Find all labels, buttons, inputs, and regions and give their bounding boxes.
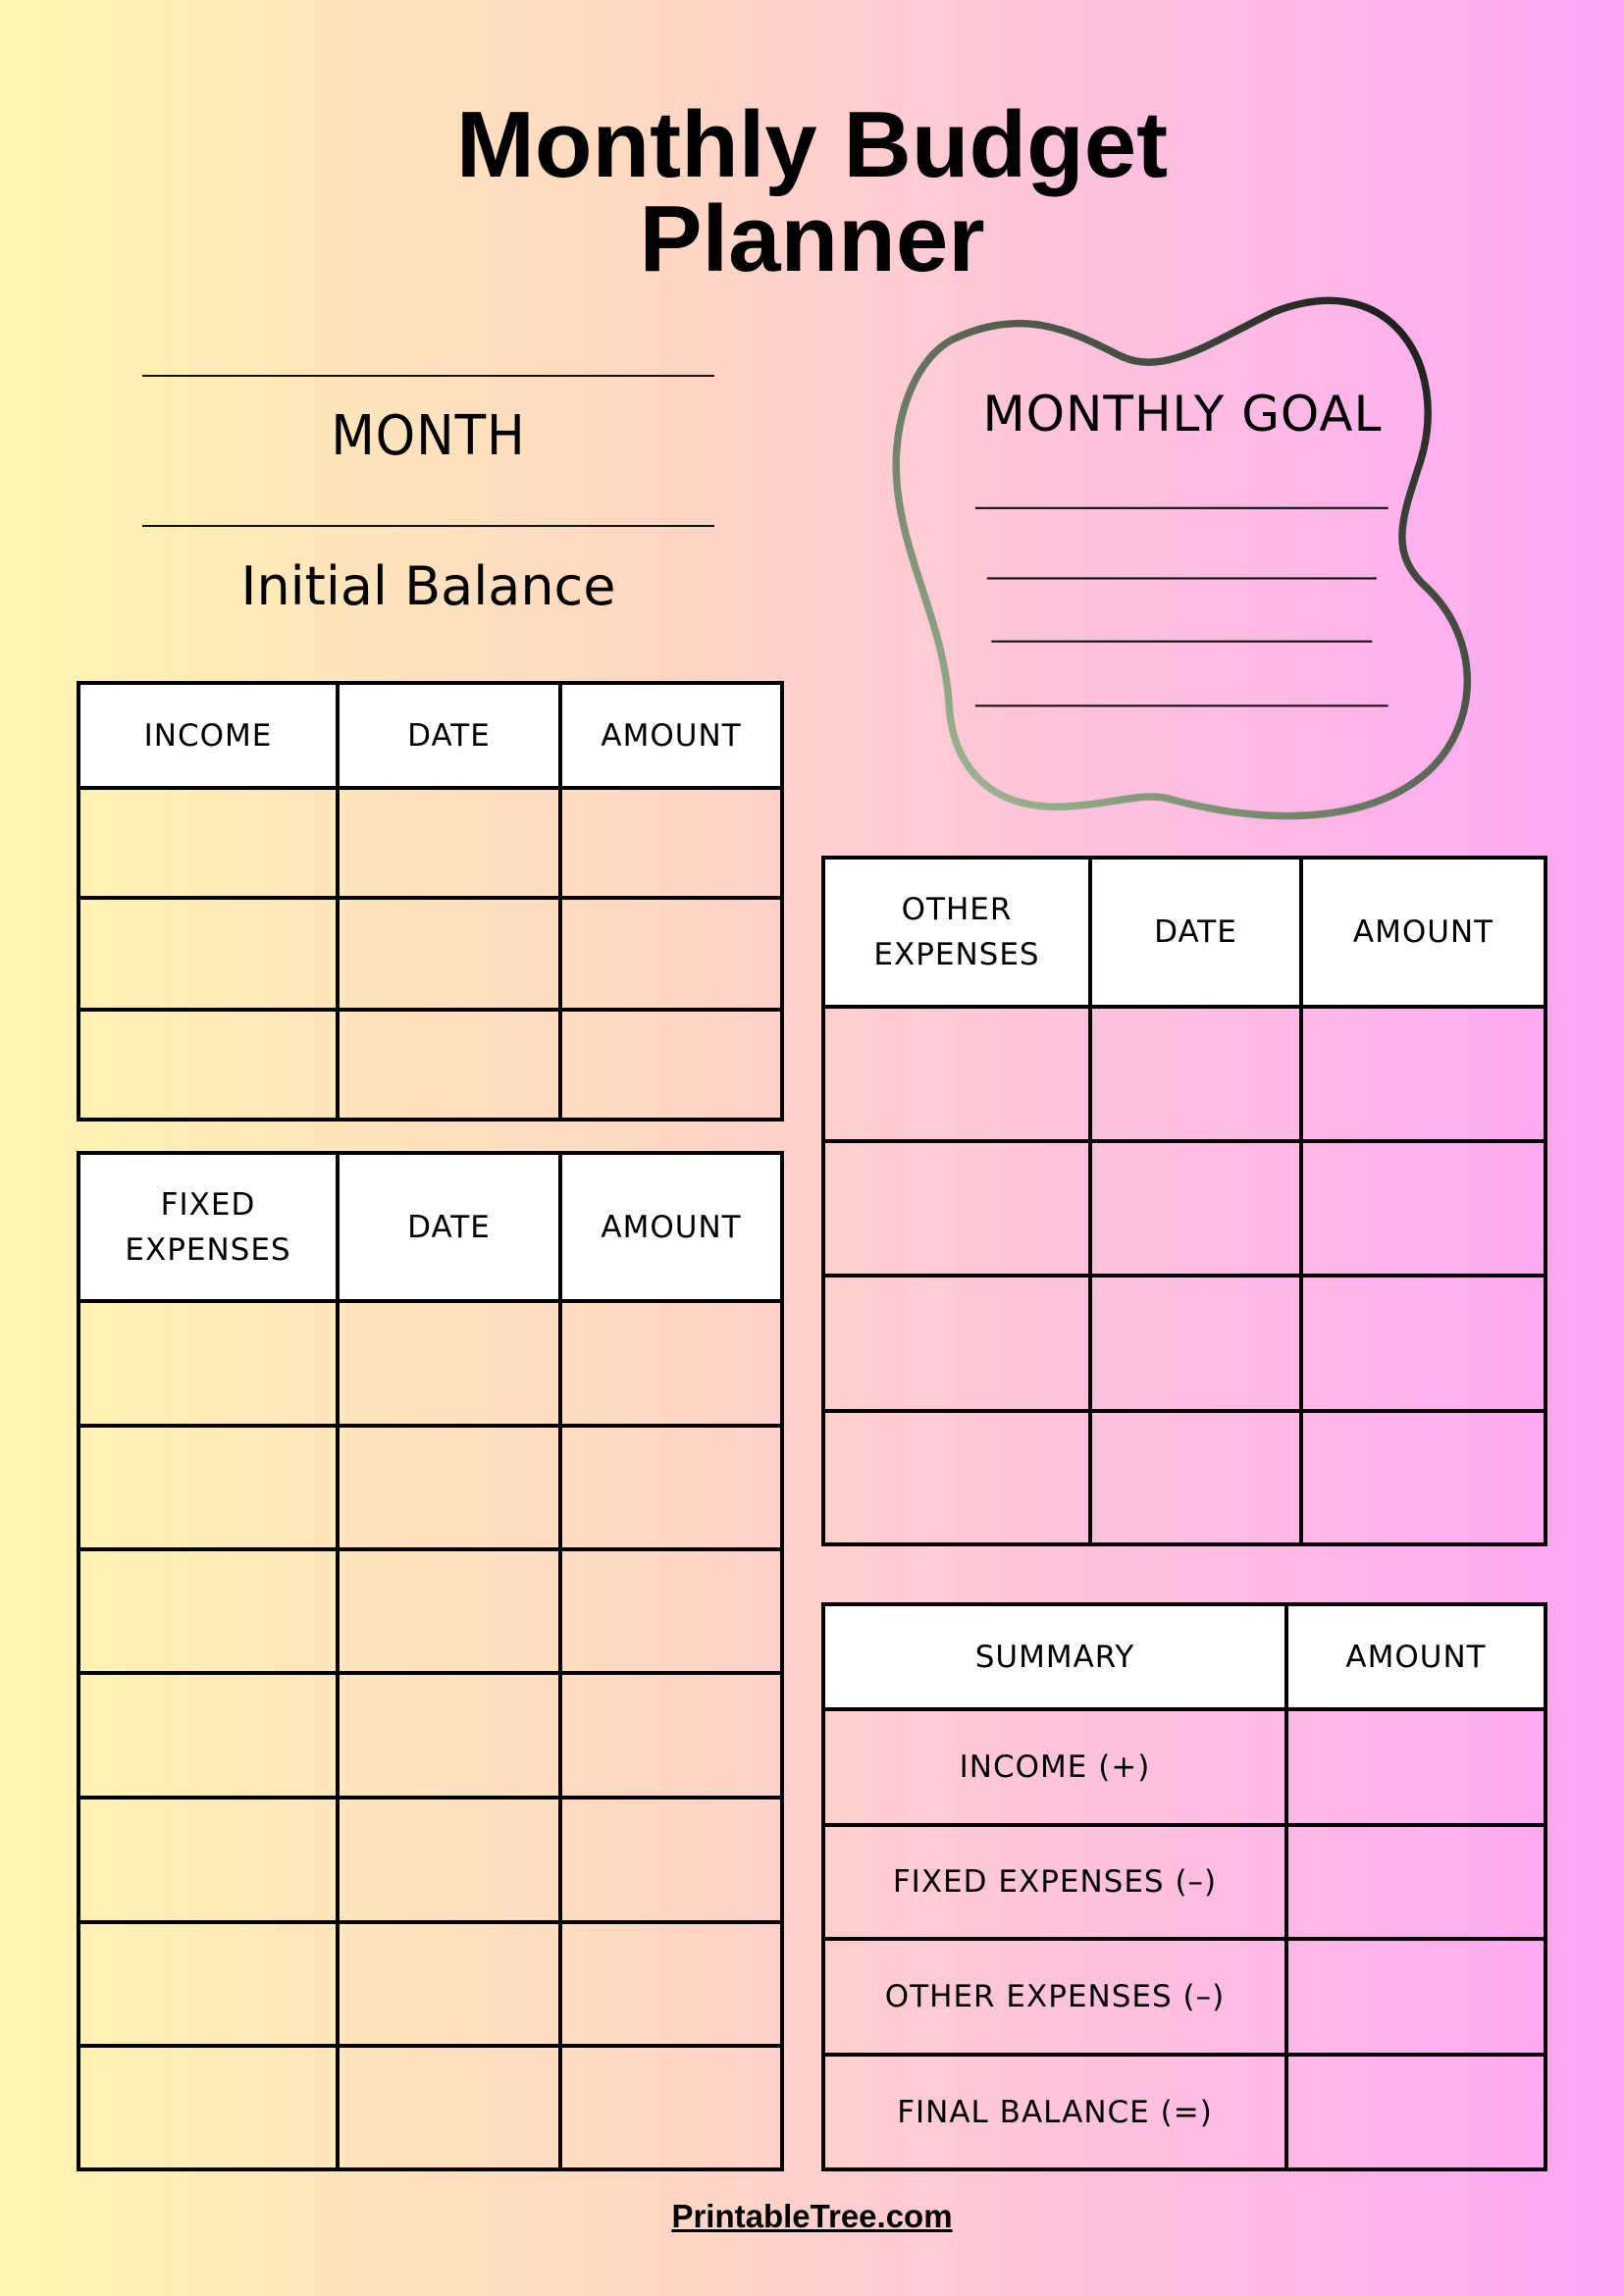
- summary-table: SUMMARY AMOUNT INCOME (+) FIXED EXPENSES…: [821, 1602, 1547, 2171]
- expense-cell[interactable]: [821, 1409, 1092, 1546]
- amount-cell[interactable]: [1284, 1937, 1547, 2057]
- expense-cell[interactable]: [77, 1424, 340, 1551]
- amount-cell[interactable]: [558, 1299, 784, 1428]
- expense-cell[interactable]: [77, 1547, 340, 1675]
- summary-header: SUMMARY: [821, 1602, 1288, 1711]
- date-cell[interactable]: [336, 1008, 562, 1122]
- summary-row-final: FINAL BALANCE (=): [821, 2053, 1547, 2171]
- income-cell[interactable]: [77, 1008, 340, 1122]
- amount-cell[interactable]: [1284, 2053, 1547, 2171]
- table-row: [821, 1005, 1547, 1143]
- summary-label: FIXED EXPENSES (–): [821, 1823, 1288, 1941]
- table-row: [821, 1409, 1547, 1546]
- date-header: DATE: [336, 1151, 562, 1303]
- table-row: [77, 2044, 784, 2171]
- table-row: [77, 1299, 784, 1428]
- table-row: [77, 896, 784, 1012]
- title-line-2: Planner: [639, 186, 985, 291]
- amount-cell[interactable]: [558, 2044, 784, 2171]
- income-header: INCOME: [77, 681, 340, 790]
- date-cell[interactable]: [336, 1796, 562, 1924]
- summary-row-other: OTHER EXPENSES (–): [821, 1937, 1547, 2057]
- date-header: DATE: [336, 681, 562, 790]
- amount-cell[interactable]: [558, 1671, 784, 1800]
- date-cell[interactable]: [336, 1299, 562, 1428]
- expense-cell[interactable]: [821, 1139, 1092, 1278]
- initial-balance-label: Initial Balance: [240, 555, 616, 617]
- date-cell[interactable]: [336, 786, 562, 900]
- month-input-line[interactable]: [142, 525, 714, 527]
- table-row: [77, 1671, 784, 1800]
- expense-cell[interactable]: [77, 1920, 340, 2048]
- month-top-line: [142, 375, 714, 377]
- table-row: [821, 1139, 1547, 1278]
- amount-cell[interactable]: [558, 1008, 784, 1122]
- summary-row-fixed: FIXED EXPENSES (–): [821, 1823, 1547, 1941]
- expense-cell[interactable]: [77, 1671, 340, 1800]
- amount-cell[interactable]: [558, 1424, 784, 1551]
- table-row: [77, 1424, 784, 1551]
- amount-cell[interactable]: [1299, 1274, 1547, 1413]
- summary-label: FINAL BALANCE (=): [821, 2053, 1288, 2171]
- table-row: [77, 1547, 784, 1675]
- page-title: Monthly Budget Planner: [0, 98, 1624, 287]
- expense-cell[interactable]: [821, 1005, 1092, 1143]
- amount-header: AMOUNT: [1284, 1602, 1547, 1711]
- table-row: [77, 1796, 784, 1924]
- amount-cell[interactable]: [1299, 1139, 1547, 1278]
- amount-cell[interactable]: [1299, 1409, 1547, 1546]
- other-expenses-header-text: OTHER EXPENSES: [873, 892, 1040, 972]
- expense-cell[interactable]: [77, 1796, 340, 1924]
- fixed-expenses-table: FIXED EXPENSES DATE AMOUNT: [77, 1151, 784, 2171]
- expense-cell[interactable]: [77, 2044, 340, 2171]
- other-expenses-header: OTHER EXPENSES: [821, 856, 1092, 1009]
- table-row: [77, 786, 784, 900]
- income-cell[interactable]: [77, 896, 340, 1012]
- fixed-expenses-header: FIXED EXPENSES: [77, 1151, 340, 1303]
- date-cell[interactable]: [1088, 1139, 1303, 1278]
- fixed-expenses-header-text: FIXED EXPENSES: [125, 1186, 291, 1268]
- month-label: MONTH: [331, 404, 526, 468]
- table-row: [77, 1008, 784, 1122]
- blob-outline: [892, 296, 1472, 820]
- amount-cell[interactable]: [558, 786, 784, 900]
- date-header: DATE: [1088, 856, 1303, 1009]
- amount-header: AMOUNT: [558, 1151, 784, 1303]
- amount-cell[interactable]: [558, 896, 784, 1012]
- footer-link[interactable]: PrintableTree.com: [671, 2198, 953, 2234]
- date-cell[interactable]: [1088, 1005, 1303, 1143]
- date-cell[interactable]: [336, 1547, 562, 1675]
- table-row: [821, 1274, 1547, 1413]
- monthly-goal-title: MONTHLY GOAL: [982, 386, 1383, 443]
- date-cell[interactable]: [336, 2044, 562, 2171]
- table-row: [77, 1920, 784, 2048]
- date-cell[interactable]: [336, 1671, 562, 1800]
- date-cell[interactable]: [336, 1920, 562, 2048]
- date-cell[interactable]: [336, 896, 562, 1012]
- amount-cell[interactable]: [1299, 1005, 1547, 1143]
- income-table: INCOME DATE AMOUNT: [77, 681, 784, 1122]
- amount-cell[interactable]: [558, 1547, 784, 1675]
- summary-row-income: INCOME (+): [821, 1707, 1547, 1827]
- summary-label: INCOME (+): [821, 1707, 1288, 1827]
- income-cell[interactable]: [77, 786, 340, 900]
- amount-cell[interactable]: [558, 1920, 784, 2048]
- title-line-1: Monthly Budget: [455, 92, 1169, 197]
- amount-cell[interactable]: [558, 1796, 784, 1924]
- summary-label: OTHER EXPENSES (–): [821, 1937, 1288, 2057]
- expense-cell[interactable]: [821, 1274, 1092, 1413]
- date-cell[interactable]: [1088, 1409, 1303, 1546]
- amount-cell[interactable]: [1284, 1707, 1547, 1827]
- amount-cell[interactable]: [1284, 1823, 1547, 1941]
- amount-header: AMOUNT: [558, 681, 784, 790]
- date-cell[interactable]: [336, 1424, 562, 1551]
- amount-header: AMOUNT: [1299, 856, 1547, 1009]
- date-cell[interactable]: [1088, 1274, 1303, 1413]
- other-expenses-table: OTHER EXPENSES DATE AMOUNT: [821, 856, 1547, 1546]
- expense-cell[interactable]: [77, 1299, 340, 1428]
